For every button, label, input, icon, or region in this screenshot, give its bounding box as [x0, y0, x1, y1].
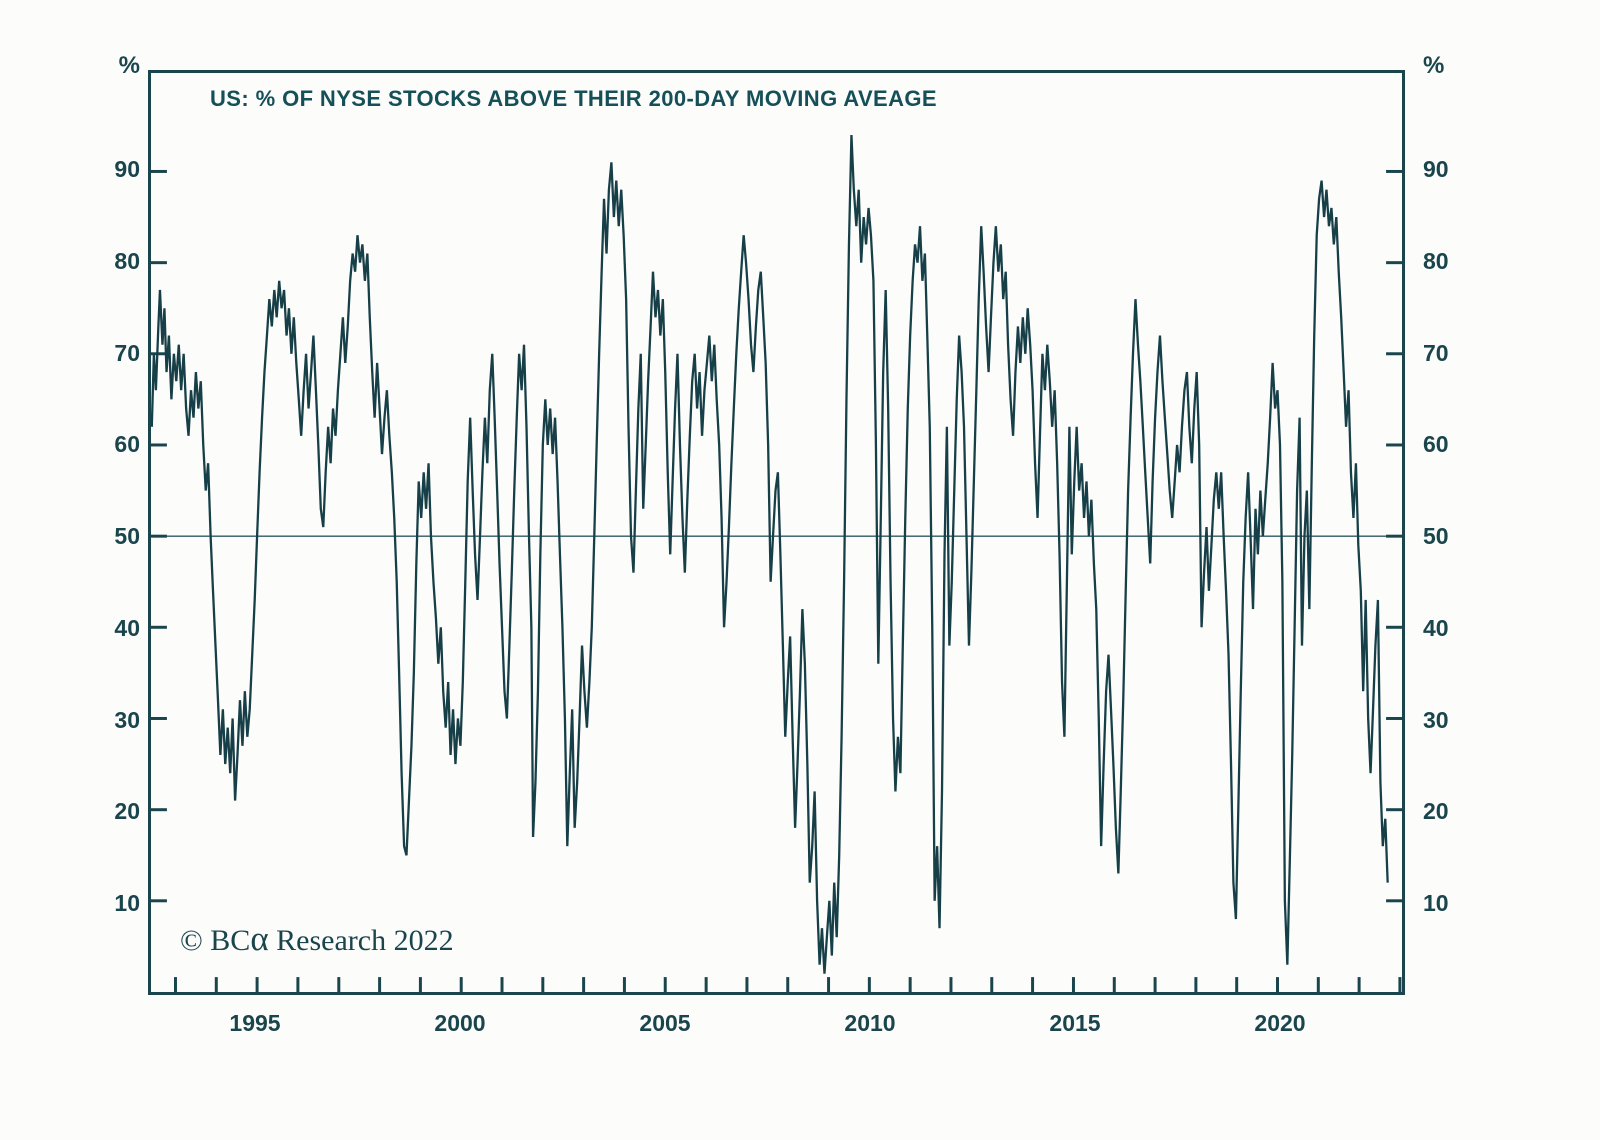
plot-canvas [151, 134, 1402, 992]
x-axis-label: 2020 [1254, 1010, 1306, 1036]
x-axis-label: 2005 [639, 1010, 691, 1036]
plot-area [148, 70, 1405, 995]
y-axis-label-left: 60 [114, 431, 140, 457]
chart-title: US: % OF NYSE STOCKS ABOVE THEIR 200-DAY… [210, 86, 937, 111]
y-axis-label-left: 50 [114, 523, 140, 549]
y-axis-label-right: 80 [1423, 248, 1449, 274]
y-axis-label-right: 20 [1423, 798, 1449, 824]
series-line [151, 134, 1389, 974]
y-axis-label-left: 70 [114, 340, 140, 366]
y-axis-label-right: 30 [1423, 707, 1449, 733]
y-axis-label-left: 10 [114, 890, 140, 916]
source-credit-prefix: © BC [180, 924, 251, 957]
y-axis-label-right: 60 [1423, 431, 1449, 457]
y-axis-label-left: 40 [114, 615, 140, 641]
y-axis-label-left: 20 [114, 798, 140, 824]
bca-alpha-glyph: α [250, 919, 269, 958]
x-axis-label: 2015 [1049, 1010, 1101, 1036]
y-axis-label-right: 50 [1423, 523, 1449, 549]
source-credit: © BCα Research 2022 [180, 921, 454, 958]
y-axis-label-right: 40 [1423, 615, 1449, 641]
y-axis-unit-right: % [1423, 52, 1445, 79]
y-axis-label-left: 80 [114, 248, 140, 274]
x-axis-label: 2010 [844, 1010, 896, 1036]
y-axis-unit-left: % [118, 52, 140, 79]
y-axis-label-right: 10 [1423, 890, 1449, 916]
source-credit-suffix: Research 2022 [268, 924, 454, 957]
y-axis-label-left: 30 [114, 707, 140, 733]
x-axis-label: 2000 [434, 1010, 486, 1036]
y-axis-label-right: 90 [1423, 156, 1449, 182]
y-axis-label-left: 90 [114, 156, 140, 182]
y-axis-label-right: 70 [1423, 340, 1449, 366]
x-axis-label: 1995 [229, 1010, 281, 1036]
